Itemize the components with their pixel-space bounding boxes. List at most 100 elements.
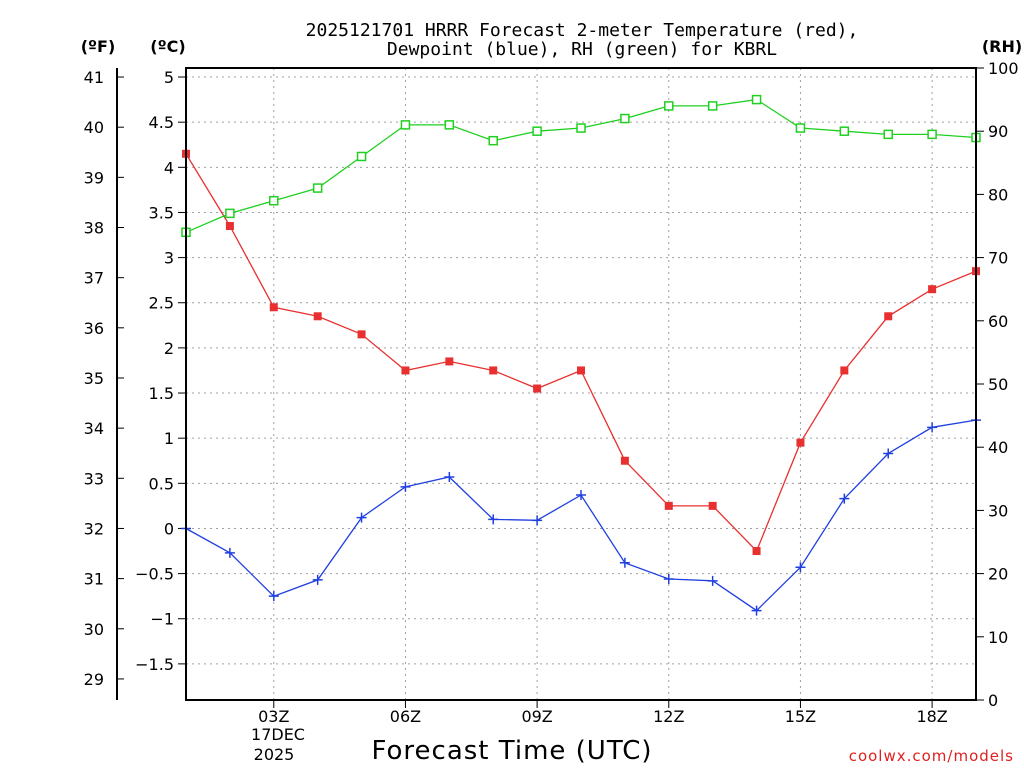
fahrenheit-tick-label: 39 [84, 168, 104, 187]
rh-point [620, 113, 630, 124]
temperature-point [577, 366, 585, 375]
chart-title-line-2: Dewpoint (blue), RH (green) for KBRL [387, 39, 777, 60]
rh-point [707, 101, 718, 111]
date-label-year: 2025 [254, 745, 295, 764]
x-axis: 03Z 06Z 09Z 12Z 15Z 18Z [258, 700, 948, 726]
credit-text: coolwx.com/models [849, 747, 1014, 765]
temperature-point [533, 384, 542, 393]
rh-tick-label: 0 [988, 691, 998, 710]
rh-point [795, 123, 806, 133]
fahrenheit-tick-label: 33 [84, 469, 104, 488]
temperature-point [928, 285, 937, 294]
dewpoint-point [488, 514, 499, 525]
x-tick-label: 06Z [390, 707, 421, 726]
fahrenheit-tick-label: 40 [84, 118, 104, 137]
x-tick-label: 12Z [653, 707, 684, 726]
rh-tick-label: 40 [988, 438, 1008, 457]
temperature-point [269, 303, 278, 312]
temperature-point [884, 312, 893, 321]
temperature-point [401, 366, 410, 375]
celsius-tick-label: 0 [164, 519, 174, 538]
dewpoint-point [619, 557, 630, 568]
dewpoint-series [181, 415, 981, 616]
temperature-point [664, 501, 673, 510]
gridlines [186, 68, 976, 700]
rh-unit-label: (RH) [982, 37, 1022, 56]
series-layer [181, 94, 981, 616]
x-tick-label: 18Z [916, 707, 947, 726]
celsius-tick-label: 4 [164, 158, 174, 177]
celsius-tick-label: 5 [164, 68, 174, 87]
dewpoint-point [576, 490, 586, 501]
rh-tick-label: 30 [988, 501, 1008, 520]
rh-point [532, 126, 542, 136]
x-tick-label: 03Z [258, 707, 289, 726]
fahrenheit-tick-label: 31 [84, 570, 104, 589]
temperature-point [840, 366, 849, 375]
rh-axis: 0 10 20 30 40 50 60 70 80 90 100 [976, 59, 1019, 710]
celsius-tick-label: 2.5 [149, 294, 174, 313]
dewpoint-point [663, 574, 674, 585]
fahrenheit-unit-label: (ºF) [81, 37, 116, 56]
date-label-day: 17DEC [251, 725, 305, 744]
dewpoint-point [356, 512, 367, 523]
rh-tick-label: 20 [988, 565, 1008, 584]
temperature-point [357, 330, 366, 339]
dewpoint-point [839, 493, 850, 504]
rh-point [400, 120, 411, 130]
temperature-point [489, 366, 498, 375]
rh-line [185, 98, 977, 233]
celsius-tick-label: 2 [164, 339, 174, 358]
dewpoint-point [312, 574, 323, 585]
dewpoint-line [185, 419, 977, 612]
rh-tick-label: 90 [988, 122, 1008, 141]
rh-point [839, 126, 850, 136]
dewpoint-point [268, 591, 279, 602]
rh-tick-label: 60 [988, 312, 1008, 331]
fahrenheit-tick-label: 32 [84, 519, 104, 538]
rh-series [181, 94, 981, 238]
celsius-tick-label: 0.5 [149, 474, 174, 493]
dewpoint-point [927, 422, 938, 433]
temperature-point [225, 222, 234, 230]
celsius-tick-label: −1.5 [135, 655, 174, 674]
temperature-point [445, 357, 454, 366]
rh-point [269, 195, 279, 206]
celsius-tick-label: 1 [164, 429, 174, 448]
rh-point [225, 208, 235, 219]
rh-point [927, 129, 937, 140]
celsius-tick-label: 3.5 [149, 203, 174, 222]
celsius-tick-label: 3 [164, 249, 174, 268]
dewpoint-point [751, 605, 762, 616]
celsius-unit-label: (ºC) [150, 37, 185, 56]
x-tick-label: 15Z [785, 707, 816, 726]
temperature-point [752, 547, 761, 556]
rh-point [444, 120, 455, 130]
fahrenheit-tick-label: 36 [84, 319, 104, 338]
temperature-point [796, 438, 805, 447]
fahrenheit-tick-label: 38 [84, 219, 104, 238]
fahrenheit-tick-label: 35 [84, 369, 104, 388]
rh-tick-label: 70 [988, 249, 1008, 268]
rh-point [751, 94, 762, 105]
fahrenheit-tick-label: 34 [84, 419, 104, 438]
dewpoint-point [224, 547, 235, 558]
rh-tick-label: 100 [988, 59, 1019, 78]
rh-point [883, 129, 893, 140]
rh-tick-label: 50 [988, 375, 1008, 394]
dewpoint-point [707, 575, 718, 586]
rh-point [312, 183, 323, 193]
temperature-point [620, 456, 629, 465]
fahrenheit-tick-label: 41 [84, 68, 104, 87]
rh-point [576, 123, 586, 133]
rh-point [356, 151, 367, 162]
temperature-point [708, 501, 717, 510]
dewpoint-point [400, 481, 411, 492]
celsius-tick-label: 1.5 [149, 384, 174, 403]
rh-tick-label: 80 [988, 185, 1008, 204]
celsius-tick-label: −0.5 [135, 565, 174, 584]
fahrenheit-tick-label: 30 [84, 620, 104, 639]
fahrenheit-tick-label: 29 [84, 670, 104, 689]
celsius-tick-label: −1 [150, 610, 174, 629]
temperature-point [313, 312, 322, 321]
